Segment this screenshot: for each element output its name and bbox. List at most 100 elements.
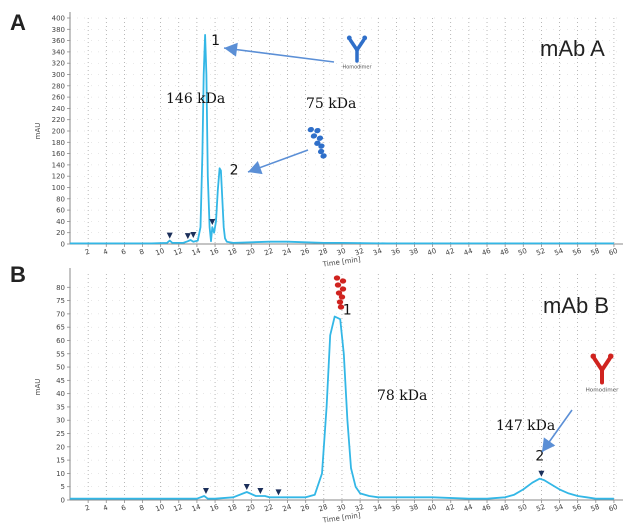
trace-point [532, 482, 533, 483]
x-tick-label: 52 [535, 247, 546, 258]
x-tick-label: 14 [191, 503, 203, 514]
fragment-domain-6 [317, 148, 325, 155]
trace-point [183, 242, 184, 243]
fragment-domain-1 [339, 278, 347, 284]
peak-label-1: 1 [343, 303, 352, 319]
antibody-right-tip [608, 353, 614, 359]
y-axis-label: mAU [34, 123, 42, 140]
y-tick-label: 80 [56, 284, 65, 292]
trace-point [202, 153, 203, 154]
trace-point [343, 353, 344, 354]
x-tick-label: 10 [154, 503, 165, 514]
x-tick-label: 4 [102, 503, 109, 512]
y-tick-label: 35 [56, 403, 65, 411]
y-tick-label: 320 [52, 60, 65, 68]
trace-point [550, 483, 551, 484]
trace-point [341, 242, 342, 243]
trace-point [203, 74, 204, 75]
x-tick-label: 60 [608, 503, 619, 514]
trace-point [196, 498, 197, 499]
x-tick-label: 24 [281, 503, 293, 514]
trace-point [287, 241, 288, 242]
trace-point [577, 495, 578, 496]
y-tick-label: 70 [56, 310, 65, 318]
x-tick-label: 52 [535, 503, 546, 514]
y-tick-label: 280 [52, 82, 65, 90]
y-tick-label: 40 [56, 390, 65, 398]
x-tick-label: 6 [120, 503, 127, 512]
panel-title: mAb A [540, 36, 605, 61]
trace-point [347, 420, 348, 421]
fragment-domain-4 [314, 140, 321, 146]
x-tick-label: 2 [84, 248, 91, 257]
integration-marker [538, 470, 545, 477]
x-tick-label: 56 [571, 247, 583, 258]
y-tick-label: 140 [52, 161, 65, 169]
arrow-to-peak-1-a-head [224, 42, 238, 57]
y-tick-label: 80 [56, 195, 65, 203]
fragment-domain-5 [318, 143, 325, 149]
integration-marker [190, 232, 197, 239]
chromatogram-trace [70, 315, 614, 500]
x-tick-label: 8 [138, 248, 145, 257]
fragment-domain-0 [307, 126, 314, 133]
trace-point [204, 34, 205, 35]
peak-label-2: 2 [230, 162, 239, 178]
antibody-right-arm [600, 356, 612, 372]
trace-point [187, 241, 188, 242]
x-tick-label: 16 [209, 247, 221, 258]
x-tick-label: 58 [590, 503, 601, 514]
integration-marker [209, 219, 216, 226]
x-tick-label: 42 [445, 503, 456, 514]
trace-point [233, 242, 234, 243]
x-tick-label: 20 [245, 247, 256, 258]
x-tick-label: 36 [390, 247, 402, 258]
trace-point [613, 243, 614, 244]
x-tick-label: 50 [517, 247, 528, 258]
fragment-domain-5 [338, 294, 346, 300]
trace-point [586, 497, 587, 498]
x-tick-label: 54 [553, 503, 565, 514]
trace-point [206, 74, 207, 75]
y-tick-label: 340 [52, 48, 65, 56]
arrow-to-peak-2-b-head [542, 437, 556, 452]
x-tick-label: 30 [336, 503, 347, 514]
x-tick-label: 22 [263, 247, 274, 258]
y-tick-label: 5 [61, 483, 65, 491]
trace-point [220, 170, 221, 171]
trace-point [219, 168, 220, 169]
trace-point [432, 243, 433, 244]
trace-point [321, 473, 322, 474]
trace-point [209, 226, 210, 227]
fragment-domain-1 [314, 127, 321, 134]
trace-point [204, 495, 205, 496]
fragment-domain-2 [334, 282, 342, 288]
x-tick-label: 36 [390, 503, 402, 514]
x-tick-label: 34 [372, 503, 384, 514]
trace-point [222, 198, 223, 199]
x-tick-label: 40 [426, 247, 437, 258]
trace-point [305, 497, 306, 498]
y-tick-label: 360 [52, 37, 65, 45]
x-tick-label: 22 [263, 503, 274, 514]
x-tick-label: 24 [281, 247, 293, 258]
trace-point [197, 240, 198, 241]
integration-marker [257, 488, 264, 495]
x-tick-label: 18 [227, 247, 238, 258]
trace-point [359, 493, 360, 494]
trace-point [468, 498, 469, 499]
trace-point [326, 406, 327, 407]
trace-point [69, 243, 70, 244]
trace-point [269, 497, 270, 498]
panel-letter: B [10, 262, 26, 287]
integration-marker [202, 488, 209, 495]
arrow-to-peak-2-a-head [248, 160, 263, 175]
x-tick-label: 26 [299, 247, 311, 258]
trace-point [396, 497, 397, 498]
trace-point [251, 242, 252, 243]
red-fragment-icon [333, 275, 347, 310]
dotted-grid [70, 274, 623, 501]
x-tick-label: 34 [372, 247, 384, 258]
fragment-domain-7 [320, 153, 327, 159]
x-tick-label: 48 [499, 503, 510, 514]
